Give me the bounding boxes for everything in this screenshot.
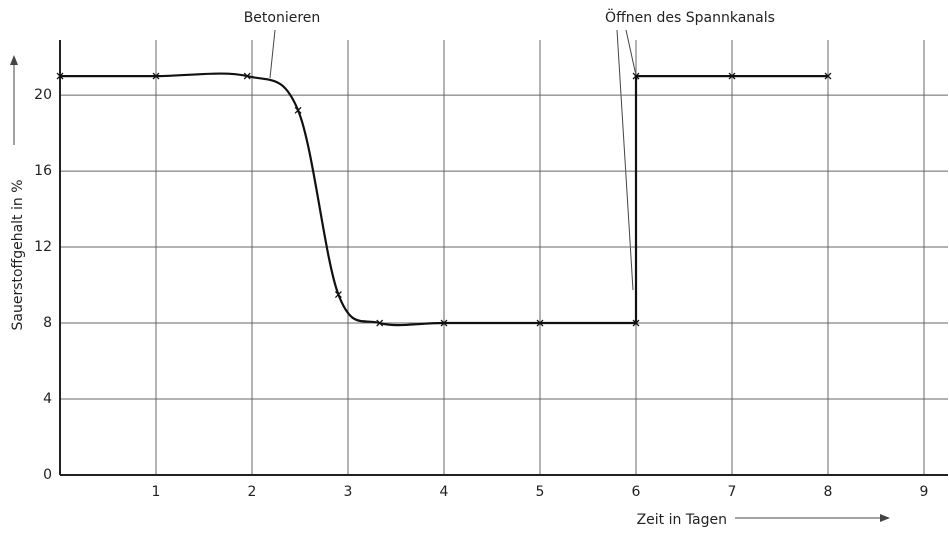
y-tick-label: 0 xyxy=(43,467,52,483)
data-point xyxy=(728,72,736,80)
y-tick-label: 4 xyxy=(43,391,52,407)
data-point xyxy=(294,106,302,114)
data-point xyxy=(824,72,832,80)
data-point xyxy=(536,319,544,327)
y-tick-label: 12 xyxy=(34,239,52,255)
y-tick-label: 16 xyxy=(34,163,52,179)
data-point xyxy=(632,319,640,327)
data-point xyxy=(152,72,160,80)
leader-line xyxy=(625,29,638,81)
x-tick-label: 7 xyxy=(728,484,737,500)
x-arrowhead xyxy=(880,514,890,522)
x-tick-label: 5 xyxy=(536,484,545,500)
x-tick-label: 3 xyxy=(344,484,353,500)
x-axis-label: Zeit in Tagen xyxy=(637,512,727,528)
data-point xyxy=(243,72,251,80)
data-point xyxy=(632,72,640,80)
x-tick-label: 6 xyxy=(632,484,641,500)
x-tick-label: 8 xyxy=(824,484,833,500)
leader-line xyxy=(269,29,276,79)
data-point xyxy=(440,319,448,327)
y-tick-label: 8 xyxy=(43,315,52,331)
x-tick-label: 4 xyxy=(440,484,449,500)
annotation: Öffnen des Spannkanals xyxy=(605,8,775,26)
data-point xyxy=(376,319,384,327)
data-point xyxy=(56,72,64,80)
annotation: Betonieren xyxy=(244,10,321,26)
x-tick-label: 1 xyxy=(152,484,161,500)
x-tick-label: 2 xyxy=(248,484,257,500)
y-arrowhead xyxy=(10,55,18,65)
y-tick-label: 20 xyxy=(34,87,52,103)
data-point xyxy=(334,291,342,299)
leader-line xyxy=(616,29,634,291)
x-tick-label: 9 xyxy=(920,484,929,500)
y-axis-label: Sauerstoffgehalt in % xyxy=(10,180,26,331)
